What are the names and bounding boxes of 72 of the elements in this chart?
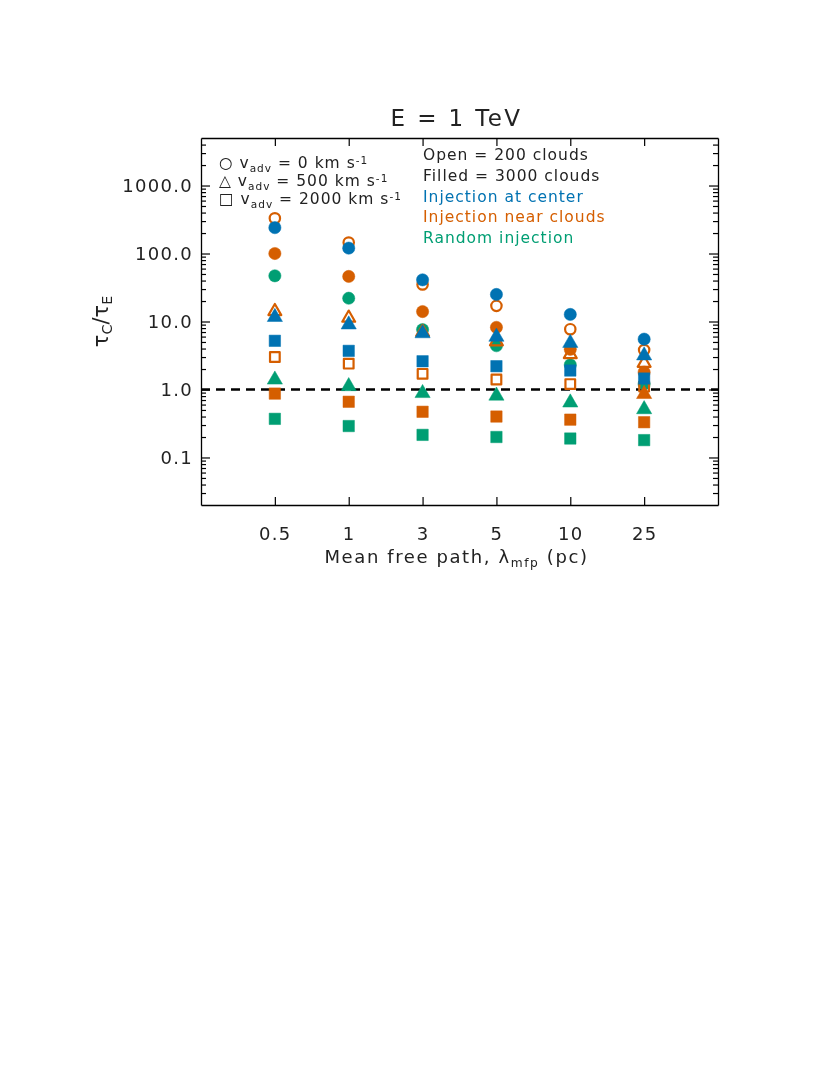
y-tick-label: 1.0 bbox=[160, 378, 193, 400]
point bbox=[564, 413, 577, 426]
point bbox=[267, 302, 283, 317]
point bbox=[416, 273, 429, 287]
x-tick-label: 5 bbox=[490, 522, 504, 544]
point bbox=[416, 367, 429, 380]
point bbox=[268, 247, 282, 260]
text: Injection at center bbox=[423, 187, 584, 206]
annotation: Open = 200 clouds bbox=[423, 146, 589, 164]
point bbox=[636, 385, 652, 399]
point bbox=[564, 432, 577, 445]
point bbox=[416, 355, 429, 368]
y-tick-label: 10.0 bbox=[147, 310, 193, 332]
point bbox=[636, 400, 652, 414]
point bbox=[490, 431, 503, 443]
point bbox=[342, 241, 356, 255]
point bbox=[490, 360, 503, 373]
x-tick-label: 10 bbox=[558, 522, 584, 544]
point bbox=[342, 270, 356, 283]
point bbox=[268, 211, 282, 225]
x-tick-label: 25 bbox=[631, 522, 658, 544]
point bbox=[342, 395, 355, 408]
annotation: ○ v$_{adv}$ = 0 km s$^{-1}$ bbox=[219, 154, 369, 174]
point bbox=[490, 410, 503, 423]
point bbox=[341, 309, 357, 323]
y-tick-label: 0.1 bbox=[160, 446, 193, 468]
point bbox=[490, 288, 503, 301]
point bbox=[563, 308, 577, 321]
point bbox=[490, 299, 503, 313]
point bbox=[488, 327, 505, 342]
point bbox=[638, 434, 651, 447]
point bbox=[636, 346, 652, 361]
point bbox=[637, 332, 651, 346]
y-tick-label: 1000.0 bbox=[122, 174, 193, 196]
point bbox=[563, 322, 577, 336]
point bbox=[342, 344, 355, 357]
point bbox=[490, 373, 503, 386]
text: Injection near clouds bbox=[423, 208, 606, 227]
annotation: □ v$_{adv}$ = 2000 km s$^{-1}$ bbox=[219, 190, 402, 210]
y-tick-label: 100.0 bbox=[134, 242, 193, 264]
point bbox=[268, 269, 282, 283]
point bbox=[342, 291, 356, 305]
x-tick-label: 3 bbox=[416, 522, 430, 544]
point bbox=[340, 377, 357, 391]
point bbox=[638, 372, 651, 385]
annotation: Filled = 3000 clouds bbox=[423, 166, 601, 185]
point bbox=[414, 384, 431, 398]
point bbox=[564, 364, 577, 377]
point bbox=[340, 315, 357, 330]
point bbox=[267, 370, 283, 385]
point bbox=[638, 416, 651, 429]
point bbox=[268, 221, 282, 235]
point bbox=[268, 334, 281, 347]
point bbox=[268, 412, 281, 425]
point bbox=[416, 405, 429, 418]
x-tick-label: 0.5 bbox=[259, 522, 292, 544]
point bbox=[562, 393, 579, 408]
point bbox=[416, 305, 429, 318]
x-axis-title: Mean free path, λ$_{mfp}$ (pc) bbox=[324, 546, 589, 570]
point bbox=[268, 351, 281, 363]
point bbox=[564, 378, 577, 391]
x-tick-label: 1 bbox=[342, 522, 356, 544]
point bbox=[268, 387, 281, 400]
annotation: △ v$_{adv}$ = 500 km s$^{-1}$ bbox=[219, 172, 389, 192]
point bbox=[342, 357, 355, 370]
text: Random injection bbox=[423, 229, 575, 248]
point bbox=[488, 386, 505, 401]
point bbox=[416, 428, 429, 441]
point bbox=[342, 420, 355, 432]
chart-title: E = 1 TeV bbox=[390, 105, 523, 131]
point bbox=[562, 333, 579, 348]
point bbox=[267, 308, 283, 322]
